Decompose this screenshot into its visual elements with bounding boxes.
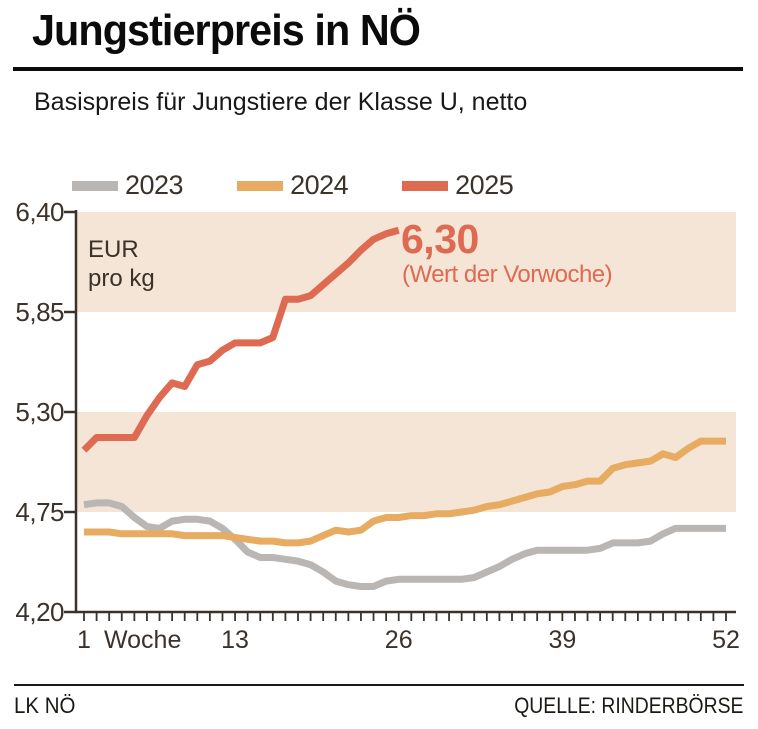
annotation-note: (Wert der Vorwoche): [402, 261, 613, 288]
footer-rule: [14, 684, 744, 686]
legend-item-2024: 2024: [237, 170, 349, 201]
x-axis-label: 13: [221, 626, 249, 654]
plot-band: [76, 212, 736, 312]
footer-source-right: QUELLE: RINDERBÖRSE: [483, 693, 743, 719]
annotation-current-value: 6,30: [401, 216, 479, 262]
legend-label-2023: 2023: [125, 170, 184, 200]
y-axis-label: 6,40: [15, 197, 64, 227]
title-rule: [13, 67, 743, 71]
legend-swatch-2024: [237, 180, 284, 191]
chart-subtitle: Basispreis für Jungstiere der Klasse U, …: [34, 88, 528, 116]
legend-item-2023: 2023: [72, 170, 184, 201]
unit-label: EUR pro kg: [88, 236, 155, 292]
legend-item-2025: 2025: [402, 170, 514, 201]
footer-right-text: QUELLE: RINDERBÖRSE: [513, 693, 743, 718]
footer-left-text: LK NÖ: [14, 693, 76, 718]
series-line-2023: [83, 499, 726, 590]
x-axis-label: 1: [77, 626, 91, 654]
x-axis-title: Woche: [104, 626, 181, 654]
legend: 2023 2024 2025: [72, 170, 514, 201]
legend-swatch-2025: [402, 180, 449, 191]
legend-label-2024: 2024: [290, 170, 349, 200]
legend-swatch-2023: [72, 180, 118, 191]
series-line-2024: [84, 437, 726, 547]
page-title: Jungstierpreis in NÖ: [32, 6, 421, 55]
y-axis-label: 5,30: [15, 397, 64, 427]
y-axis-label: 4,75: [15, 497, 64, 527]
y-axis-label: 4,20: [15, 597, 64, 627]
footer-source-left: LK NÖ: [14, 693, 80, 719]
series-line-2025: [81, 226, 400, 453]
x-axis-label: 26: [385, 626, 413, 654]
y-axis-label: 5,85: [15, 297, 64, 327]
x-axis-label: 39: [548, 626, 576, 654]
legend-label-2025: 2025: [455, 170, 514, 200]
x-axis-label: 52: [712, 626, 740, 654]
